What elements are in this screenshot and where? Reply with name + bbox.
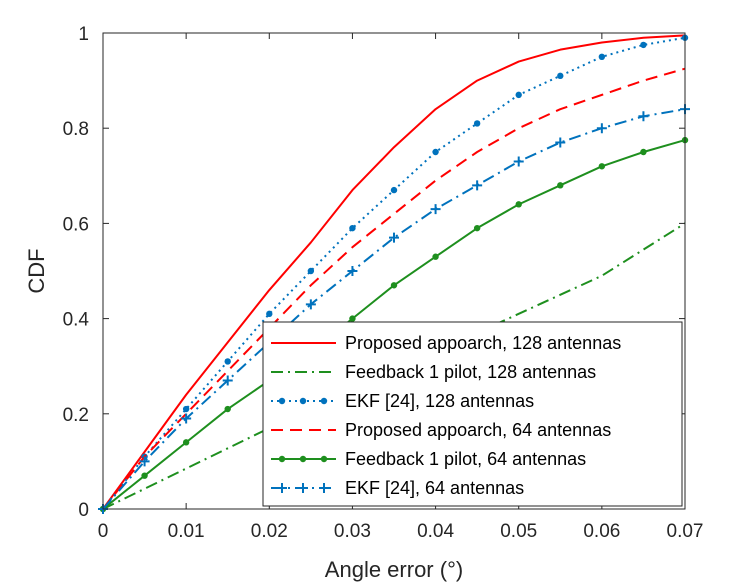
data-point (472, 180, 483, 191)
data-point (266, 310, 273, 318)
data-point (181, 413, 192, 424)
legend-entry: Feedback 1 pilot, 64 antennas (271, 449, 586, 469)
y-tick-label: 0.4 (63, 310, 90, 331)
legend: Proposed appoarch, 128 antennas Feedback … (262, 321, 683, 507)
y-tick-label: 0.8 (63, 119, 89, 140)
x-tick-label: 0.04 (417, 521, 454, 542)
data-point (513, 156, 524, 167)
series-3 (99, 34, 689, 513)
legend-marker (299, 397, 307, 405)
legend-entry: EKF [24], 128 antennas (271, 391, 534, 411)
data-point (515, 201, 522, 208)
data-point (598, 53, 606, 60)
data-point (182, 439, 190, 446)
legend-marker (320, 397, 328, 405)
data-point (390, 282, 398, 289)
data-point (473, 224, 481, 232)
y-tick-label: 1 (78, 24, 89, 45)
legend-marker (277, 483, 287, 493)
data-point (640, 41, 647, 49)
x-tick-label: 0.05 (500, 521, 537, 542)
data-point (557, 182, 564, 189)
legend-label: EKF [24], 128 antennas (345, 391, 534, 411)
legend-entry: Proposed appoarch, 64 antennas (271, 420, 611, 440)
data-point (515, 91, 522, 99)
data-point (224, 405, 231, 413)
legend-label: Proposed appoarch, 128 antennas (345, 333, 621, 353)
data-point (307, 267, 315, 275)
data-point (389, 232, 399, 243)
data-point (432, 148, 439, 156)
legend-marker (320, 455, 328, 463)
y-tick-label: 0.2 (63, 405, 89, 426)
data-point (596, 123, 607, 134)
legend-label: Proposed appoarch, 64 antennas (345, 420, 611, 440)
legend-label: Feedback 1 pilot, 128 antennas (345, 362, 596, 382)
data-point (182, 405, 190, 413)
data-point (638, 111, 649, 122)
series-line (102, 34, 686, 510)
series-6 (98, 104, 690, 514)
x-tick-label: 0.07 (667, 521, 704, 542)
x-tick-label: 0.06 (583, 521, 620, 542)
plot-frame (102, 32, 686, 510)
data-point (557, 72, 564, 80)
data-point (473, 120, 481, 127)
axis-ticks: 0 0.01 0.02 0.03 0.04 0.05 0.06 0.07 0 0.2 0.4 0.6 0… (63, 24, 704, 542)
data-point (305, 299, 316, 310)
x-axis-label: Angle error (°) (325, 557, 463, 582)
x-tick-label: 0.03 (334, 521, 371, 542)
series-1 (102, 34, 686, 510)
legend-entry: Feedback 1 pilot, 128 antennas (271, 362, 596, 382)
data-point (390, 186, 398, 194)
data-point (598, 163, 606, 170)
legend-marker (299, 455, 307, 463)
legend-marker (298, 483, 308, 493)
y-tick-label: 0.6 (63, 214, 89, 235)
x-tick-label: 0.02 (251, 521, 288, 542)
x-tick-label: 0.01 (168, 521, 205, 542)
y-axis-label: CDF (24, 248, 49, 293)
legend-box (262, 321, 683, 507)
data-point (640, 148, 647, 156)
data-point (222, 375, 233, 386)
data-point (555, 137, 566, 148)
data-point (347, 266, 358, 276)
data-point (224, 358, 231, 365)
legend-label: EKF [24], 64 antennas (345, 478, 524, 498)
legend-label: Feedback 1 pilot, 64 antennas (345, 449, 586, 469)
data-point (139, 456, 150, 467)
x-tick-label: 0 (98, 521, 109, 542)
legend-marker (278, 397, 286, 405)
legend-marker (319, 483, 329, 493)
legend-marker (278, 455, 286, 463)
legend-entry: Proposed appoarch, 128 antennas (271, 333, 621, 353)
data-point (141, 472, 148, 479)
data-point (349, 224, 356, 232)
data-point (430, 204, 441, 215)
data-point (432, 253, 439, 260)
y-tick-label: 0 (78, 500, 89, 521)
data-point (349, 315, 356, 322)
legend-entry: EKF [24], 64 antennas (271, 478, 524, 498)
